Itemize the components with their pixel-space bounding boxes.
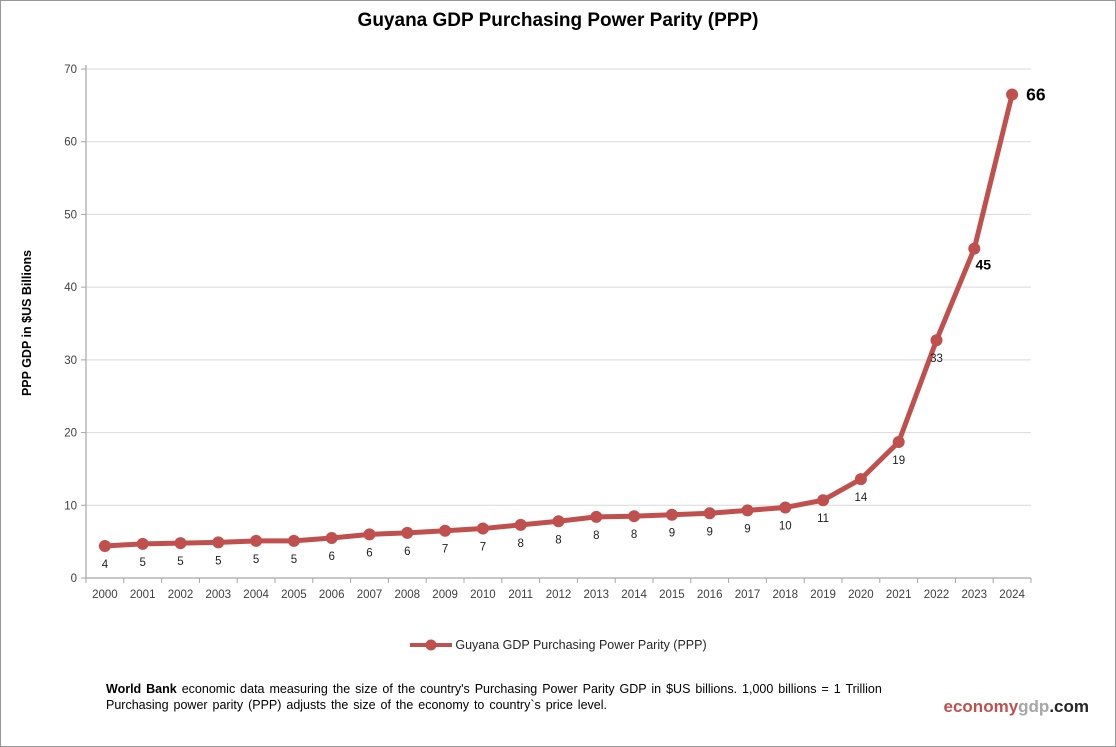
data-point-label: 8 — [631, 529, 637, 541]
data-point-marker — [136, 537, 149, 550]
x-tick-label: 2022 — [924, 589, 950, 601]
x-tick-label: 2010 — [470, 589, 496, 601]
data-point-label: 10 — [779, 520, 792, 532]
legend: Guyana GDP Purchasing Power Parity (PPP) — [1, 634, 1115, 656]
data-point-label: 7 — [442, 544, 448, 556]
y-tick-label: 0 — [71, 573, 77, 585]
data-point-label: 66 — [1026, 84, 1046, 104]
legend-label: Guyana GDP Purchasing Power Parity (PPP) — [455, 638, 707, 652]
chart-title: Guyana GDP Purchasing Power Parity (PPP) — [357, 10, 759, 31]
data-point-marker — [892, 436, 905, 449]
footer-bold-prefix: World Bank — [106, 682, 177, 696]
data-point-marker — [703, 507, 716, 520]
data-point-label: 5 — [253, 554, 259, 566]
x-tick-label: 2000 — [92, 589, 118, 601]
data-point-label: 14 — [855, 492, 868, 504]
data-point-marker — [552, 515, 565, 528]
data-point-marker — [514, 518, 527, 531]
y-tick-label: 50 — [64, 209, 77, 221]
x-tick-label: 2004 — [243, 589, 269, 601]
data-point-marker — [476, 522, 489, 535]
data-point-label: 33 — [930, 353, 943, 365]
watermark-com: .com — [1049, 697, 1089, 716]
data-point-marker — [325, 532, 338, 545]
data-point-label: 5 — [291, 554, 297, 566]
data-point-label: 9 — [669, 528, 675, 540]
x-tick-label: 2011 — [508, 589, 533, 601]
data-point-marker — [665, 508, 678, 521]
x-tick-label: 2001 — [130, 589, 156, 601]
data-point-label: 5 — [139, 557, 145, 569]
data-point-label: 7 — [480, 542, 486, 554]
data-point-marker — [590, 510, 603, 523]
data-point-marker — [212, 536, 225, 549]
data-point-label: 9 — [706, 526, 712, 538]
data-point-marker — [854, 473, 867, 486]
x-tick-label: 2003 — [206, 589, 232, 601]
data-point-marker — [250, 534, 263, 547]
series-line — [102, 91, 1015, 549]
x-tick-label: 2016 — [697, 589, 723, 601]
y-tick-label: 20 — [64, 428, 77, 440]
data-point-marker — [363, 528, 376, 541]
data-point-label: 6 — [404, 546, 410, 558]
data-point-marker — [287, 534, 300, 547]
data-point-marker — [628, 510, 641, 523]
x-tick-label: 2021 — [886, 589, 912, 601]
x-tick-label: 2015 — [659, 589, 685, 601]
x-tick-label: 2024 — [999, 589, 1025, 601]
x-tick-label: 2005 — [281, 589, 307, 601]
data-point-label: 9 — [744, 523, 750, 535]
y-tick-label: 40 — [64, 282, 77, 294]
x-tick-label: 2017 — [735, 589, 761, 601]
x-tick-label: 2007 — [357, 589, 383, 601]
data-point-marker — [930, 334, 943, 347]
data-point-label: 8 — [555, 534, 561, 546]
data-point-label: 4 — [102, 559, 109, 571]
y-tick-label: 60 — [64, 137, 77, 149]
x-tick-label: 2023 — [962, 589, 988, 601]
data-point-label: 5 — [177, 556, 183, 568]
footer-note: World Bank economic data measuring the s… — [106, 681, 911, 713]
x-tick-label: 2002 — [168, 589, 194, 601]
watermark-economy: economy — [943, 697, 1019, 716]
y-tick-label: 70 — [64, 64, 77, 76]
legend-line-marker-icon — [410, 639, 453, 651]
data-point-label: 8 — [517, 538, 523, 550]
data-point-marker — [817, 494, 830, 507]
watermark-gdp: gdp — [1018, 697, 1050, 716]
x-tick-label: 2020 — [848, 589, 874, 601]
data-point-label: 45 — [976, 257, 992, 273]
data-point-marker — [1006, 88, 1019, 101]
footer-line1: economic data measuring the size of the … — [176, 682, 882, 696]
data-point-label: 19 — [892, 455, 905, 467]
x-tick-label: 2012 — [546, 589, 572, 601]
data-point-label: 11 — [817, 513, 829, 525]
data-point-label: 8 — [593, 530, 599, 542]
y-tick-label: 30 — [64, 355, 77, 367]
chart-plot: 0 10 20 30 40 50 60 70 2000 2001 2002 2003 2004 2005 2… — [64, 64, 1046, 601]
data-point-marker — [98, 540, 111, 553]
x-tick-label: 2019 — [810, 589, 836, 601]
data-point-label: 6 — [328, 551, 334, 563]
data-point-marker — [968, 242, 981, 255]
x-tick-label: 2009 — [432, 589, 458, 601]
x-tick-label: 2013 — [584, 589, 610, 601]
data-point-label: 6 — [366, 547, 372, 559]
watermark: economygdp.com — [944, 697, 1089, 717]
data-point-marker — [741, 504, 754, 517]
data-point-marker — [439, 524, 452, 537]
footer-line2: Purchasing power parity (PPP) adjusts th… — [106, 698, 607, 712]
data-point-label: 5 — [215, 555, 221, 567]
x-tick-label: 2018 — [773, 589, 799, 601]
x-tick-label: 2008 — [395, 589, 421, 601]
data-point-marker — [174, 537, 187, 550]
x-tick-label: 2006 — [319, 589, 345, 601]
data-point-marker — [401, 526, 414, 539]
data-point-marker — [779, 501, 792, 514]
x-tick-label: 2014 — [621, 589, 647, 601]
y-tick-label: 10 — [64, 500, 77, 512]
